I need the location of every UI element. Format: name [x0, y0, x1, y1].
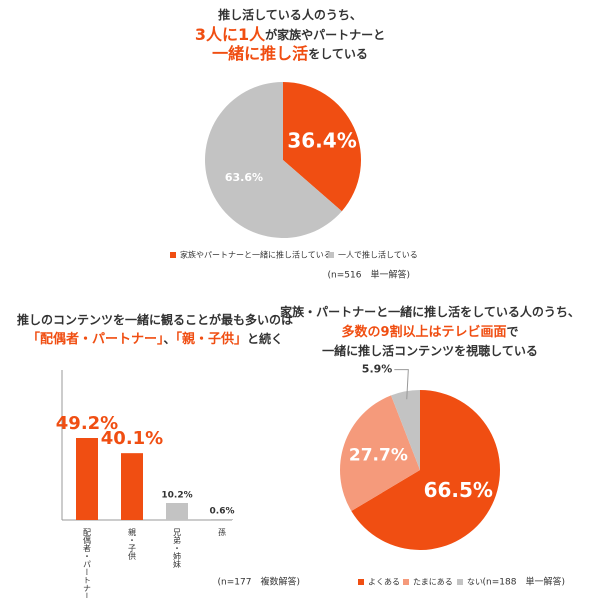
legend-swatch	[358, 579, 364, 585]
title-line: 家族・パートナーと一緒に推し活をしている人のうち、	[280, 304, 580, 319]
x-tick-label: 親・子供	[128, 527, 137, 561]
title-line: 推しのコンテンツを一緒に観ることが最も多いのは	[17, 312, 293, 327]
bar	[121, 453, 143, 520]
title-text: 一緒に推し活	[212, 44, 308, 63]
legend-swatch	[457, 579, 463, 585]
note: (n=188 単一解答)	[483, 576, 565, 588]
legend-label: 家族やパートナーと一緒に推し活している	[180, 250, 332, 260]
legend-label: ない	[467, 578, 483, 587]
value-label: 5.9%	[362, 363, 393, 376]
bar	[166, 503, 188, 520]
pie-slice	[391, 390, 420, 470]
title-line: 多数の9割以上はテレビ画面で	[341, 324, 518, 340]
legend-swatch	[403, 579, 409, 585]
title-text: と続く	[247, 331, 283, 346]
title-line: 3人に1人が家族やパートナーと	[195, 25, 385, 44]
value-label: 10.2%	[161, 491, 192, 501]
x-tick-label: 配偶者・パートナー	[83, 528, 92, 598]
note: (n=177 複数解答)	[218, 576, 300, 588]
title-text: 推し活している人のうち、	[218, 7, 362, 22]
title-text: 多数の9割以上はテレビ画面	[341, 324, 506, 340]
legend-label: たまにある	[413, 578, 453, 587]
value-label: 40.1%	[101, 428, 163, 449]
x-tick-label: 孫	[218, 527, 227, 536]
title-text: 「親・子供」	[176, 331, 248, 347]
bar	[76, 438, 98, 520]
legend-label: よくある	[368, 578, 400, 587]
title-line: 「配偶者・パートナー」、「親・子供」と続く	[27, 331, 283, 347]
title-line: 一緒に推し活をしている	[212, 44, 368, 63]
title-text: 3人に1人	[195, 25, 266, 44]
title-text: で	[507, 325, 519, 339]
title-line: 推し活している人のうち、	[218, 7, 362, 22]
legend-swatch	[328, 252, 334, 258]
value-label: 36.4%	[287, 129, 356, 153]
title-text: 家族・パートナーと一緒に推し活をしている人のうち、	[280, 304, 580, 319]
leader-line	[394, 369, 409, 400]
note: (n=516 単一解答)	[328, 269, 410, 281]
title-text: をしている	[308, 47, 368, 61]
value-label: 27.7%	[349, 446, 408, 466]
title-text: 「配偶者・パートナー」	[27, 331, 164, 347]
pie-slice	[340, 395, 420, 512]
pie-slice	[283, 82, 361, 212]
title-text: が家族やパートナーと	[265, 27, 385, 42]
value-label: 0.6%	[210, 507, 235, 517]
title-line: 一緒に推し活コンテンツを視聴している	[322, 343, 538, 358]
value-label: 66.5%	[424, 478, 493, 502]
x-tick-label: 兄弟・姉妹	[173, 528, 182, 569]
title-text: 一緒に推し活コンテンツを視聴している	[322, 343, 538, 358]
value-label: 63.6%	[225, 171, 263, 184]
title-text: 、	[163, 332, 175, 346]
bar	[211, 519, 233, 520]
legend-label: 一人で推し活している	[338, 250, 418, 260]
legend-swatch	[170, 252, 176, 258]
value-label: 49.2%	[56, 413, 118, 434]
title-text: 推しのコンテンツを一緒に観ることが最も多いのは	[17, 312, 293, 327]
pie-slice	[351, 390, 500, 550]
pie-slice	[204, 82, 342, 239]
